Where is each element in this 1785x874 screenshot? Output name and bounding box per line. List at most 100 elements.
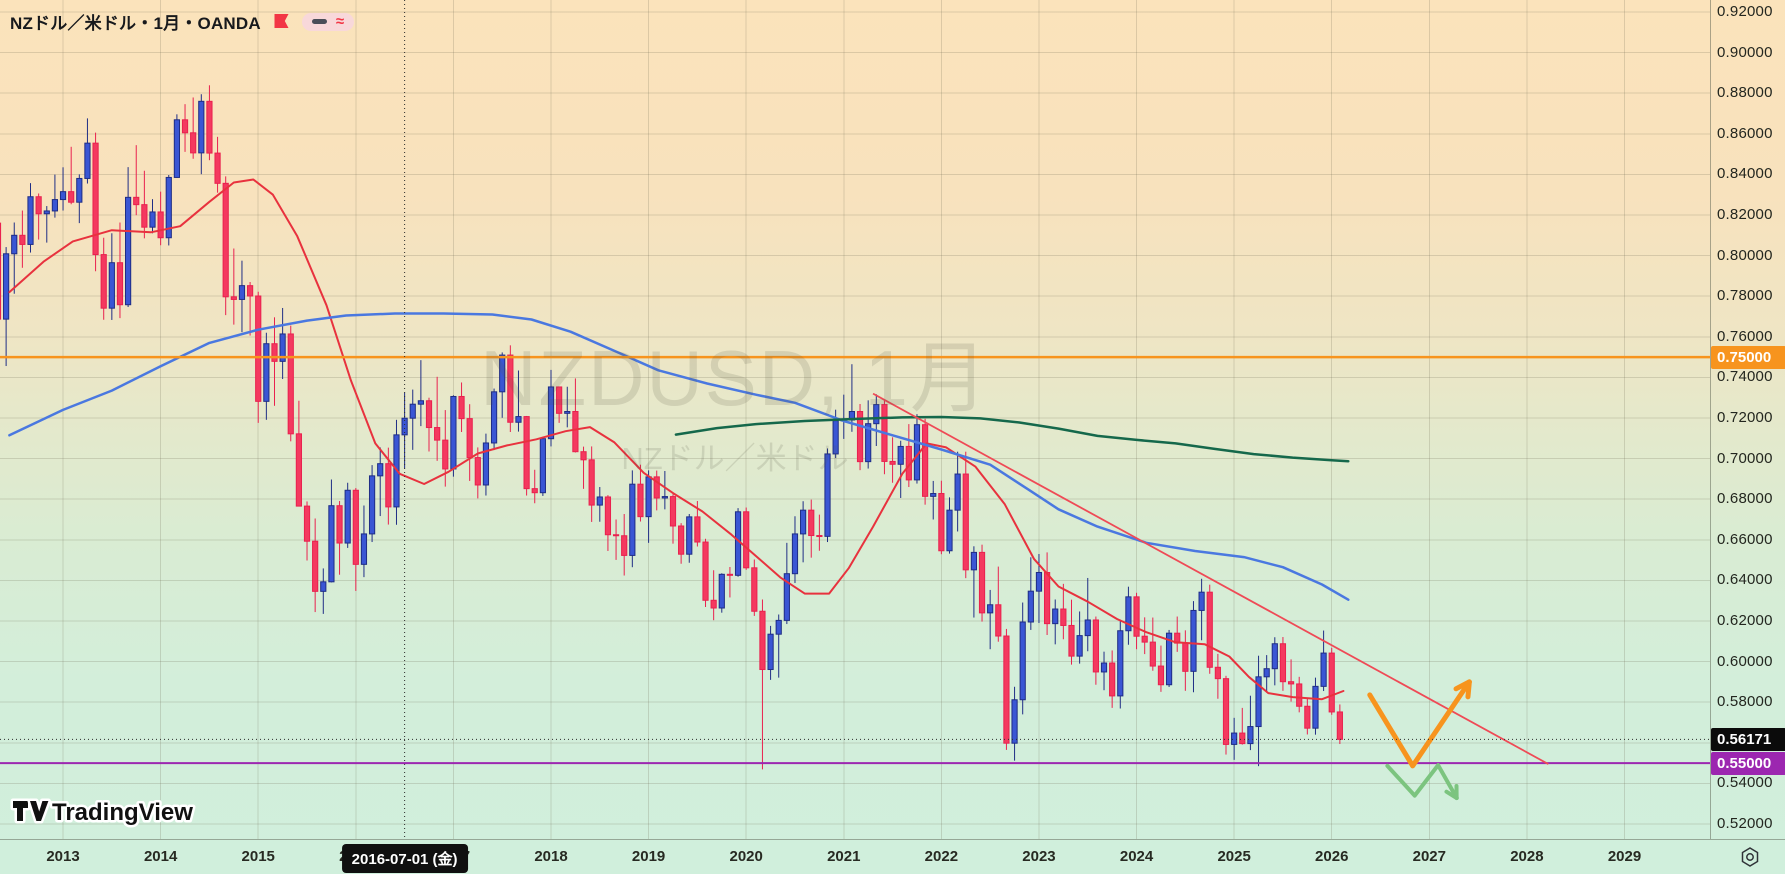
candle-body — [1035, 571, 1043, 592]
candle-body — [442, 439, 449, 470]
price-badge: 0.55000 — [1711, 751, 1785, 775]
candle-body — [1222, 678, 1230, 745]
approx-icon[interactable]: ≈ — [335, 12, 345, 30]
candle-body — [653, 476, 660, 499]
price-tick-label: 0.74000 — [1717, 368, 1773, 386]
descending-trendline[interactable] — [872, 392, 1549, 765]
candle-body — [295, 433, 302, 507]
hexagon-circle-icon[interactable] — [1738, 845, 1762, 874]
candle-body — [1068, 624, 1075, 657]
candle-body — [1084, 619, 1091, 637]
candle-body — [125, 196, 132, 306]
candle-body — [1263, 668, 1270, 678]
candle-body — [531, 488, 538, 494]
year-tick-label: 2023 — [1022, 848, 1056, 865]
candle-body — [173, 119, 181, 178]
candle-body — [1336, 711, 1343, 740]
candle-body — [482, 442, 490, 486]
candle-body — [702, 541, 709, 601]
candle-body — [938, 493, 945, 552]
price-tick-label: 0.52000 — [1717, 814, 1773, 832]
candle-body — [1271, 643, 1278, 670]
flag-icon[interactable] — [272, 12, 291, 31]
candle-body — [897, 445, 904, 465]
symbol-title[interactable]: NZドル／米ドル・1月・OANDA — [10, 14, 261, 33]
candle-body — [507, 354, 514, 423]
candle-body — [450, 395, 457, 470]
year-tick-label: 2027 — [1412, 848, 1446, 865]
year-tick-label: 2022 — [924, 848, 959, 865]
candle-body — [1117, 630, 1124, 697]
candle-body — [604, 496, 612, 536]
candle-body — [1279, 643, 1287, 683]
time-axis[interactable]: 2016-07-01 (金) 2013201420152016201720182… — [0, 839, 1785, 874]
candle-body — [1133, 596, 1140, 637]
candle-body — [271, 343, 278, 362]
candle-body — [1320, 652, 1327, 687]
candle-body — [751, 567, 758, 612]
candle-body — [1255, 676, 1262, 728]
candle-body — [1165, 632, 1173, 686]
chart-pane[interactable]: NZDUSD, 1月 NZドル／米ドル NZドル／米ドル・1月・OANDA ≈ … — [0, 0, 1710, 839]
candle-body — [954, 473, 961, 511]
candle-body — [856, 411, 864, 463]
indicator-status-pill[interactable]: ≈ — [301, 12, 355, 31]
candle-body — [539, 438, 546, 494]
candle-body — [775, 619, 782, 635]
candle-body — [930, 493, 937, 497]
candle-body — [409, 403, 416, 419]
tradingview-logo[interactable]: TradingView — [10, 793, 240, 834]
hidden-indicator-dash-icon[interactable] — [311, 19, 327, 24]
candle-body — [800, 509, 807, 535]
candle-body — [556, 386, 563, 414]
candle-body — [718, 573, 725, 609]
candle-body — [279, 333, 286, 362]
candle-body — [824, 453, 831, 537]
candle-body — [987, 604, 994, 614]
price-tick-label: 0.64000 — [1717, 571, 1773, 589]
candle-body — [1312, 685, 1319, 729]
candle-body — [734, 511, 742, 576]
candle-body — [922, 424, 929, 497]
candle-body — [401, 417, 408, 436]
candle-body — [808, 509, 815, 537]
candle-body — [1125, 596, 1132, 632]
candle-body — [523, 416, 530, 490]
price-tick-label: 0.90000 — [1717, 43, 1773, 61]
tradingview-logo-text: TradingView — [52, 799, 193, 826]
candle-body — [1231, 732, 1238, 745]
candle-body — [336, 505, 343, 544]
candle-body — [157, 211, 164, 239]
price-tick-label: 0.72000 — [1717, 408, 1773, 426]
candle-body — [19, 234, 26, 245]
candle-body — [255, 295, 262, 402]
candle-body — [100, 254, 107, 309]
year-tick-label: 2018 — [534, 848, 568, 865]
candle-body — [588, 459, 595, 506]
price-tick-label: 0.66000 — [1717, 530, 1773, 548]
candle-body — [1157, 665, 1165, 686]
price-tick-label: 0.78000 — [1717, 287, 1773, 305]
candle-body — [1296, 683, 1303, 707]
candle-body — [141, 204, 148, 228]
candle-body — [116, 262, 124, 306]
candle-body — [238, 285, 246, 300]
candle-body — [596, 496, 603, 506]
candle-body — [865, 423, 872, 463]
candle-body — [222, 182, 229, 298]
candlestick-chart[interactable] — [0, 0, 1710, 839]
price-axis[interactable]: 0.92000 0.90000 0.88000 0.86000 0.84000 0.820… — [1710, 0, 1785, 839]
candle-body — [1190, 609, 1197, 672]
candle-body — [1060, 608, 1067, 626]
green-zigzag-down-arrow[interactable] — [1385, 763, 1459, 800]
candle-body — [1052, 608, 1059, 625]
candle-body — [743, 511, 750, 569]
year-tick-label: 2026 — [1315, 848, 1349, 865]
orange-zigzag-up-arrow[interactable] — [1367, 679, 1472, 769]
candle-body — [694, 516, 701, 543]
price-badge: 0.56171 — [1711, 727, 1785, 751]
price-tick-label: 0.54000 — [1717, 774, 1773, 792]
year-tick-label: 2021 — [827, 848, 861, 865]
candle-body — [612, 534, 620, 537]
candle-body — [360, 533, 368, 565]
